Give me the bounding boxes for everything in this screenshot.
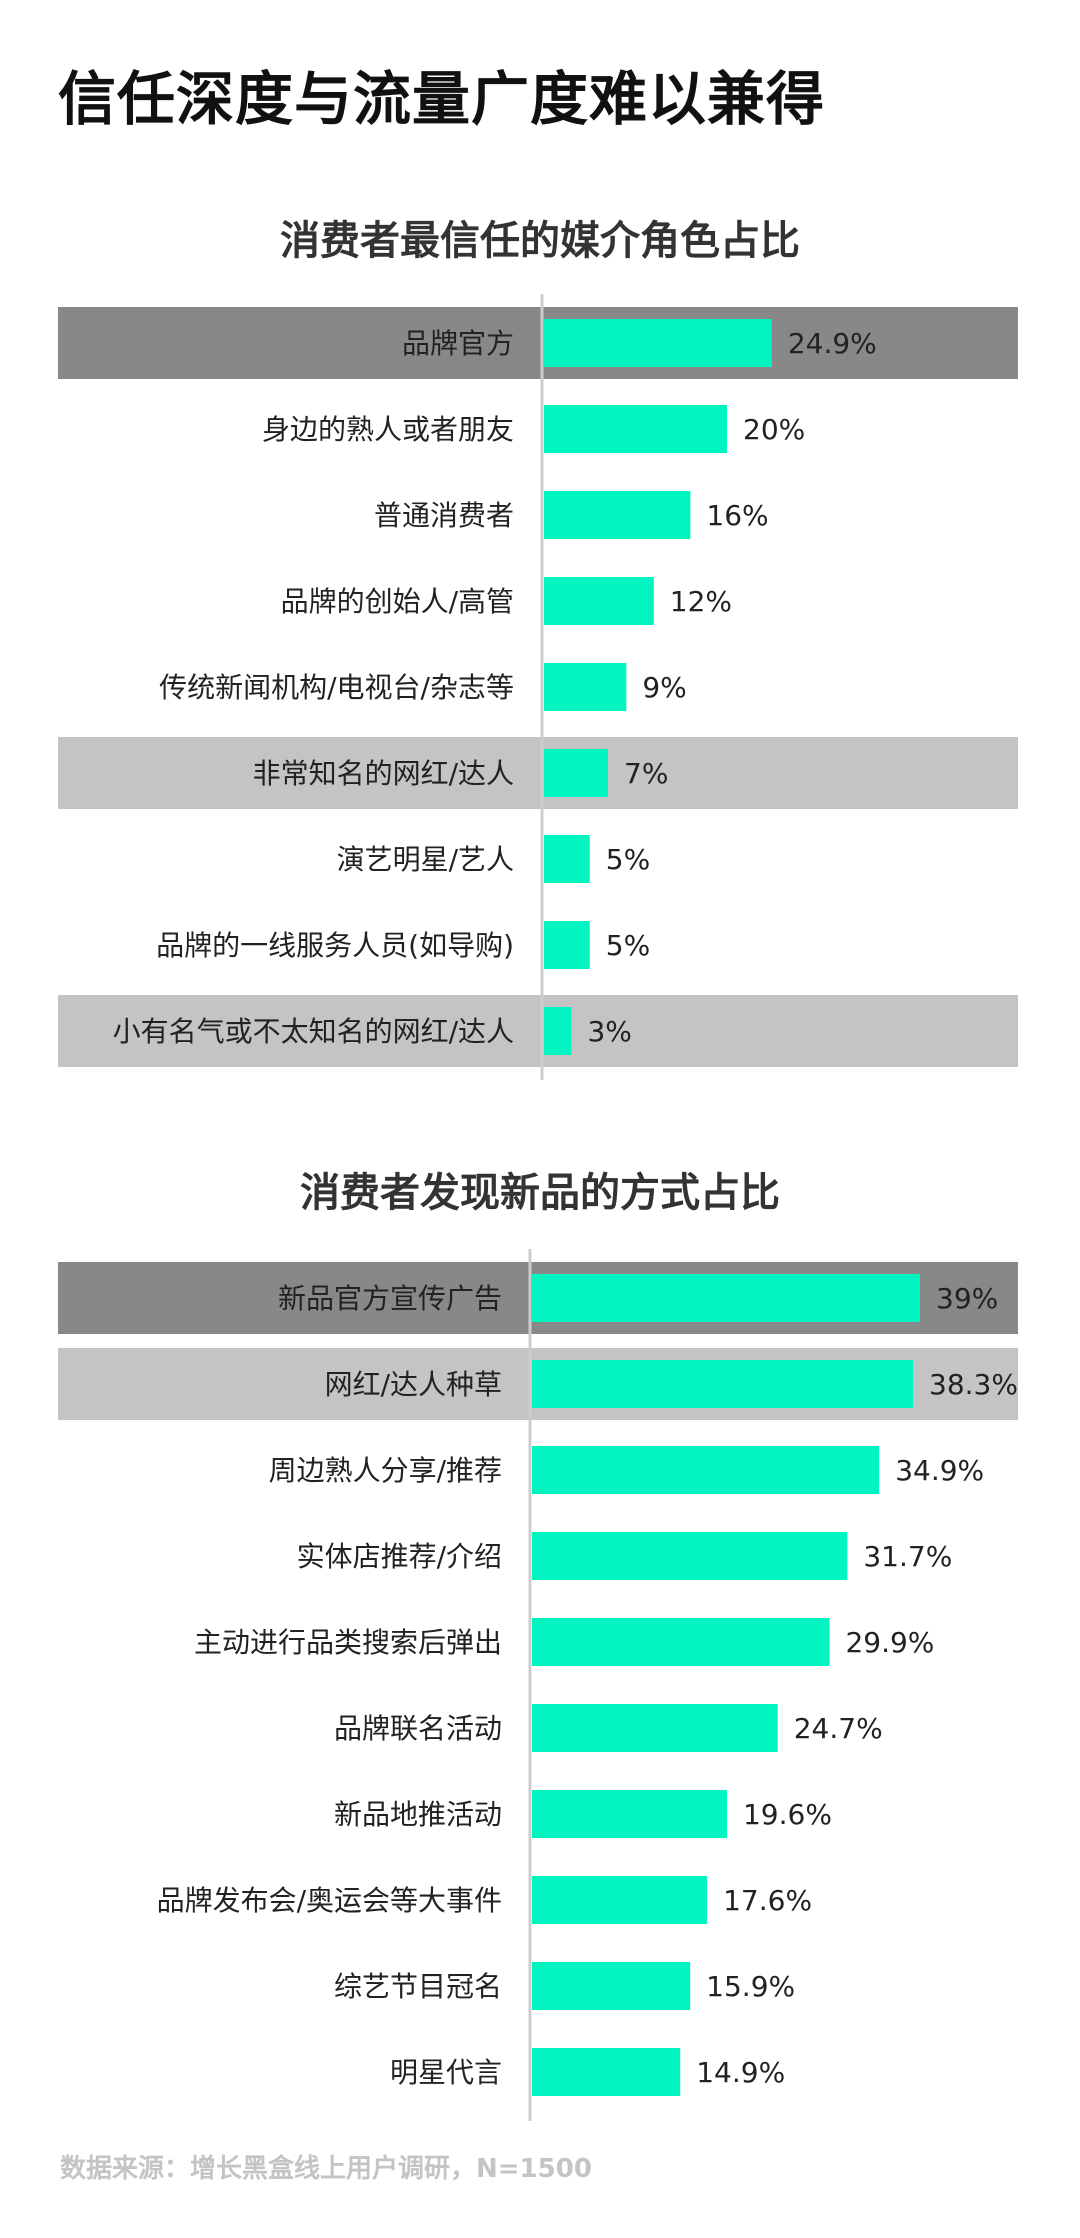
discovery-bar-chart: 新品官方宣传广告 39% 网红/达人种草 38.3% 周边熟人分享/推荐 34.9% 实体店… xyxy=(58,1249,1018,2121)
value-label: 19.6% xyxy=(743,1798,832,1831)
bar xyxy=(532,1790,727,1838)
bar xyxy=(544,749,609,797)
bar xyxy=(544,835,590,883)
value-label: 38.3% xyxy=(929,1368,1018,1401)
bar xyxy=(544,405,727,453)
value-label: 34.9% xyxy=(895,1454,984,1487)
value-label: 20% xyxy=(743,413,805,446)
category-label: 演艺明星/艺人 xyxy=(337,843,514,876)
category-label: 普通消费者 xyxy=(374,499,514,532)
value-label: 3% xyxy=(587,1015,631,1048)
page-title: 信任深度与流量广度难以兼得 xyxy=(58,65,826,133)
bar xyxy=(544,1007,572,1055)
value-label: 15.9% xyxy=(706,1970,795,2003)
category-label: 传统新闻机构/电视台/杂志等 xyxy=(159,671,514,704)
bar xyxy=(544,921,590,969)
bar xyxy=(544,319,772,367)
highlight-band xyxy=(58,737,1018,809)
category-label: 综艺节目冠名 xyxy=(334,1970,502,2003)
bar xyxy=(532,1876,708,1924)
value-label: 39% xyxy=(936,1282,998,1315)
bar xyxy=(532,1704,778,1752)
source-note: 数据来源：增长黑盒线上用户调研，N=1500 xyxy=(60,2154,592,2184)
value-label: 9% xyxy=(642,671,686,704)
bar xyxy=(532,1274,920,1322)
value-label: 24.7% xyxy=(794,1712,883,1745)
value-label: 7% xyxy=(624,757,668,790)
category-label: 品牌联名活动 xyxy=(334,1712,502,1745)
bar xyxy=(544,491,691,539)
chart-title-discovery: 消费者发现新品的方式占比 xyxy=(300,1170,780,1216)
category-label: 品牌发布会/奥运会等大事件 xyxy=(157,1884,502,1917)
category-label: 身边的熟人或者朋友 xyxy=(262,413,514,446)
bar xyxy=(532,1532,848,1580)
chart-title-trusted-media: 消费者最信任的媒介角色占比 xyxy=(280,218,800,264)
category-label: 周边熟人分享/推荐 xyxy=(269,1454,502,1487)
category-label: 品牌官方 xyxy=(402,327,514,360)
value-label: 14.9% xyxy=(696,2056,785,2089)
bar xyxy=(532,1446,880,1494)
category-label: 品牌的一线服务人员(如导购) xyxy=(156,929,514,962)
category-label: 网红/达人种草 xyxy=(325,1368,502,1401)
value-label: 12% xyxy=(670,585,732,618)
value-label: 29.9% xyxy=(845,1626,934,1659)
value-label: 5% xyxy=(606,843,650,876)
value-label: 16% xyxy=(706,499,768,532)
category-label: 新品官方宣传广告 xyxy=(278,1282,502,1315)
value-label: 31.7% xyxy=(863,1540,952,1573)
category-label: 新品地推活动 xyxy=(334,1798,502,1831)
bar xyxy=(544,663,627,711)
highlight-band xyxy=(58,995,1018,1067)
category-label: 实体店推荐/介绍 xyxy=(297,1540,502,1573)
bar xyxy=(532,1962,691,2010)
highlight-band xyxy=(58,307,1018,379)
bar xyxy=(532,2048,681,2096)
category-label: 品牌的创始人/高管 xyxy=(281,585,514,618)
category-label: 非常知名的网红/达人 xyxy=(253,757,514,790)
category-label: 主动进行品类搜索后弹出 xyxy=(194,1626,502,1659)
bar xyxy=(544,577,654,625)
category-label: 明星代言 xyxy=(390,2056,502,2089)
value-label: 24.9% xyxy=(788,327,877,360)
bar xyxy=(532,1360,914,1408)
bar xyxy=(532,1618,830,1666)
value-label: 17.6% xyxy=(723,1884,812,1917)
trusted-media-bar-chart: 品牌官方 24.9% 身边的熟人或者朋友 20% 普通消费者 16% 品牌的创始人/高管 12… xyxy=(58,294,1018,1080)
category-label: 小有名气或不太知名的网红/达人 xyxy=(113,1015,514,1048)
value-label: 5% xyxy=(606,929,650,962)
